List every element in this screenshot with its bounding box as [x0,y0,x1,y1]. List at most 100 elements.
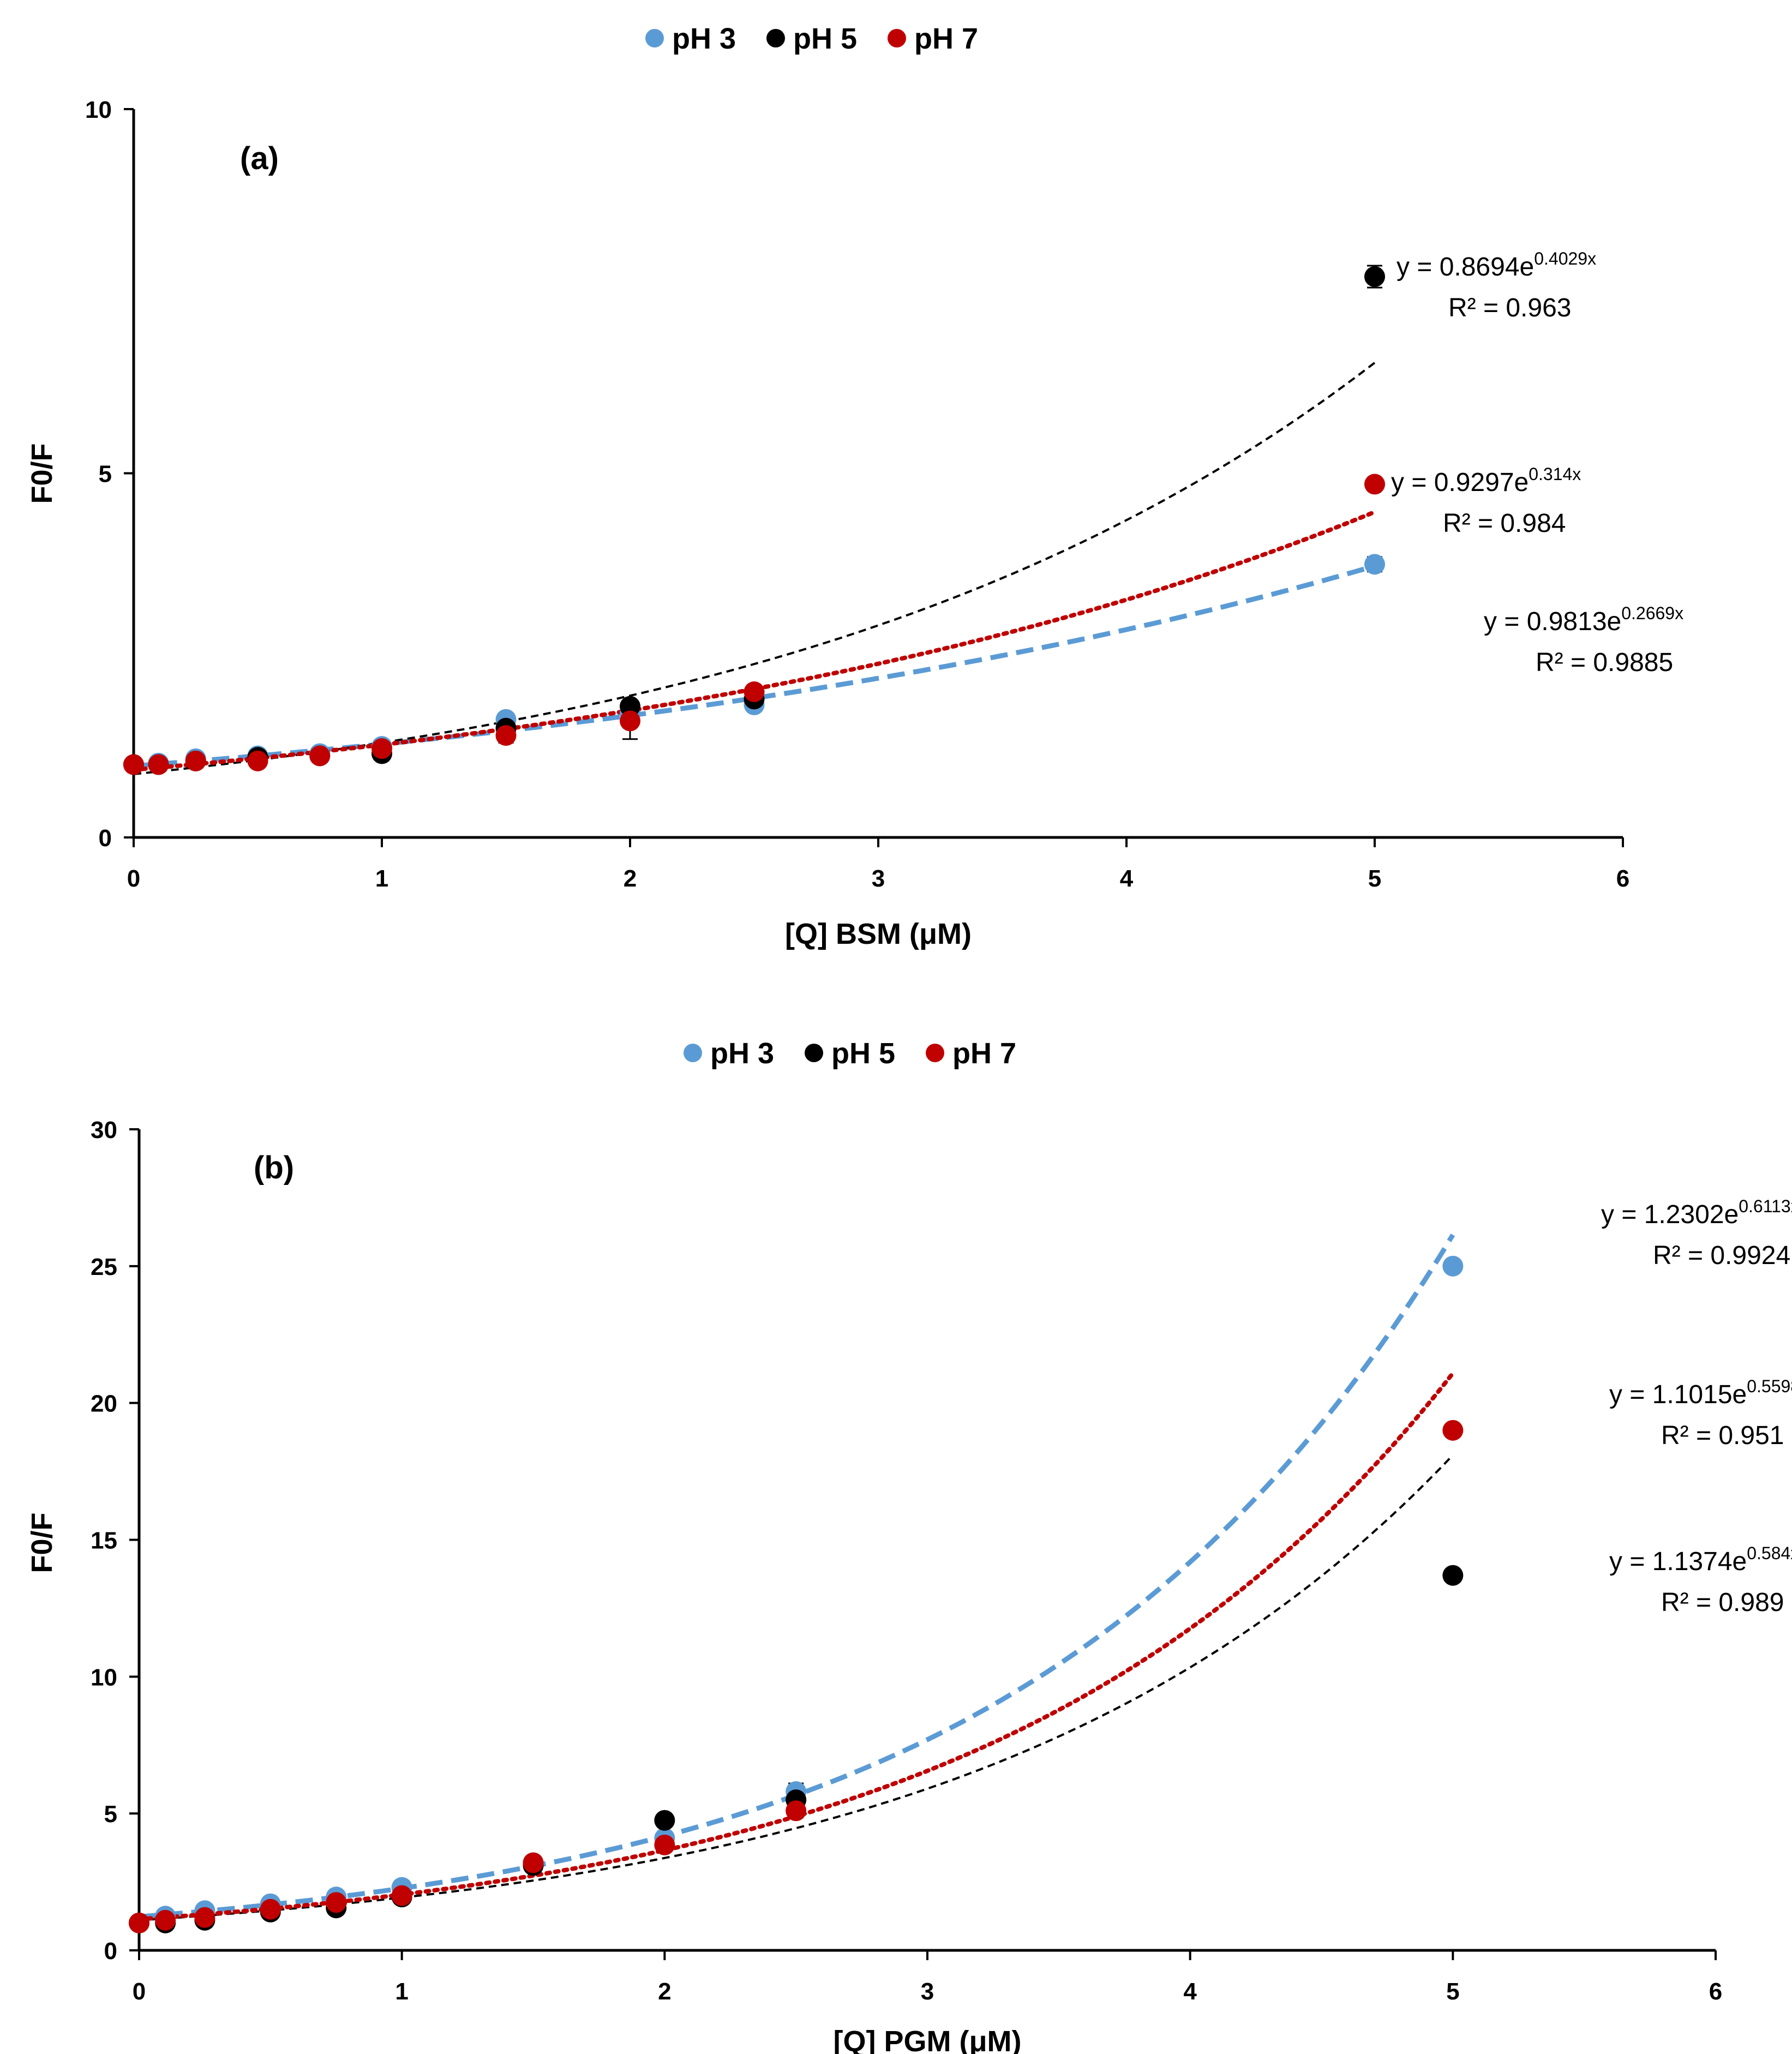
data-point [123,754,144,775]
y-tick-label: 30 [91,1117,117,1143]
trendline-ph7 [131,510,1377,772]
equation-exponent: 0.2669x [1621,603,1683,623]
panel-label: (b) [254,1150,294,1185]
y-tick-label: 10 [85,97,112,123]
x-tick-label: 0 [127,865,140,892]
x-axis-title: [Q] BSM (μM) [785,918,972,950]
trendline-ph7 [137,1371,1455,1921]
y-tick-label: 5 [104,1801,117,1828]
y-tick-label: 0 [104,1938,117,1965]
legend-label: pH 7 [914,22,978,55]
data-point [654,1834,675,1855]
data-point [620,710,640,732]
data-point [523,1852,544,1873]
y-axis-title: F0/F [26,1512,58,1573]
x-axis-title: [Q] PGM (μM) [834,2025,1022,2054]
equation-exponent: 0.6113x [1739,1196,1792,1216]
fit-equation: y = 1.1015e0.5598x [1609,1376,1792,1409]
legend-marker [888,29,906,47]
x-tick-label: 6 [1709,1978,1722,2005]
equation-base: y = 1.1374e [1609,1547,1747,1576]
data-point [391,1885,412,1906]
fit-r-squared: R² = 0.9885 [1536,648,1673,677]
legend-label: pH 5 [831,1037,895,1070]
fit-equation: y = 0.8694e0.4029x [1397,249,1596,282]
fit-equation-ph3: y = 1.2302e0.6113x R² = 0.9924 [1601,1196,1792,1270]
legend-marker [766,29,785,47]
series-ph7 [129,1420,1464,1933]
x-tick-label: 2 [658,1978,671,2005]
x-tick-label: 3 [872,865,885,892]
legend-marker [805,1044,823,1062]
x-tick-label: 4 [1183,1978,1197,2005]
legend-marker [645,29,664,47]
x-tick-label: 2 [624,865,637,892]
y-tick-label: 20 [91,1391,117,1417]
fit-equation-ph7: y = 1.1374e0.584x R² = 0.989 [1609,1543,1792,1617]
data-point [155,1909,176,1931]
x-tick-label: 4 [1120,865,1134,892]
fit-equation: y = 1.2302e0.6113x [1601,1196,1792,1229]
equation-base: y = 0.9297e [1391,468,1529,497]
y-tick-label: 5 [99,461,112,488]
legend: pH 3 pH 5 pH 7 [684,1037,1016,1070]
y-axis-title: F0/F [26,443,58,504]
fit-r-squared: R² = 0.951 [1661,1421,1784,1450]
y-tick-label: 10 [91,1664,117,1691]
trendline-ph3 [133,564,1376,769]
legend-label: pH 3 [672,22,736,55]
data-point [1442,1565,1464,1586]
data-point [654,1810,675,1831]
data-point [309,745,331,766]
x-tick-label: 0 [133,1978,146,2005]
fit-equation: y = 0.9297e0.314x [1391,464,1581,497]
fit-equation-ph7: y = 0.9297e0.314x R² = 0.984 [1391,464,1581,538]
fit-r-squared: R² = 0.963 [1448,294,1571,322]
series-ph5 [129,1565,1464,1933]
equation-exponent: 0.584x [1747,1543,1792,1563]
series-ph3 [129,1255,1464,1933]
trendline-ph5 [133,362,1376,775]
fit-equation-ph5: y = 0.8694e0.4029x R² = 0.963 [1397,249,1596,322]
equation-exponent: 0.4029x [1534,249,1596,268]
equation-base: y = 0.8694e [1397,253,1534,282]
equation-exponent: 0.314x [1529,464,1581,484]
fit-r-squared: R² = 0.9924 [1653,1241,1790,1270]
data-point [786,1800,807,1822]
fit-equation-ph5: y = 1.1015e0.5598x R² = 0.951 [1609,1376,1792,1450]
data-point [185,750,206,771]
data-point [744,681,765,702]
panel-label: (a) [240,141,279,176]
trendline-ph5 [139,1454,1454,1921]
data-point [1364,266,1385,288]
x-tick-label: 5 [1368,865,1381,892]
equation-exponent: 0.5598x [1747,1376,1792,1396]
fit-equation-ph3: y = 0.9813e0.2669x R² = 0.9885 [1484,603,1683,677]
legend-marker [684,1044,702,1062]
x-tick-label: 6 [1616,865,1629,892]
x-tick-label: 5 [1446,1978,1459,2005]
data-point [495,725,517,746]
equation-base: y = 0.9813e [1484,607,1621,636]
legend-label: pH 3 [710,1037,774,1070]
data-point [260,1899,281,1920]
fit-equation: y = 0.9813e0.2669x [1484,603,1683,636]
series-ph7 [123,474,1385,775]
equation-base: y = 1.2302e [1601,1200,1739,1229]
data-point [247,750,268,771]
chart-panel-a: pH 3 pH 5 pH 7 0 1 2 3 4 5 6 0 5 10 [Q] BSM (μM) F0/F (… [26,22,1683,950]
x-tick-label: 3 [921,1978,934,2005]
fit-equation: y = 1.1374e0.584x [1609,1543,1792,1576]
chart-panel-b: pH 3 pH 5 pH 7 0 1 2 3 4 5 6 0 5 10 15 20 25 30 [Q] PGM (… [26,1037,1792,2054]
equation-base: y = 1.1015e [1609,1380,1747,1409]
data-point [148,754,169,775]
legend-marker [926,1044,944,1062]
data-point [129,1912,149,1933]
y-tick-label: 0 [99,825,112,852]
data-point [1364,474,1385,495]
y-tick-label: 15 [91,1528,117,1554]
data-point [371,738,392,759]
x-tick-label: 1 [375,865,388,892]
data-point [1442,1420,1464,1441]
